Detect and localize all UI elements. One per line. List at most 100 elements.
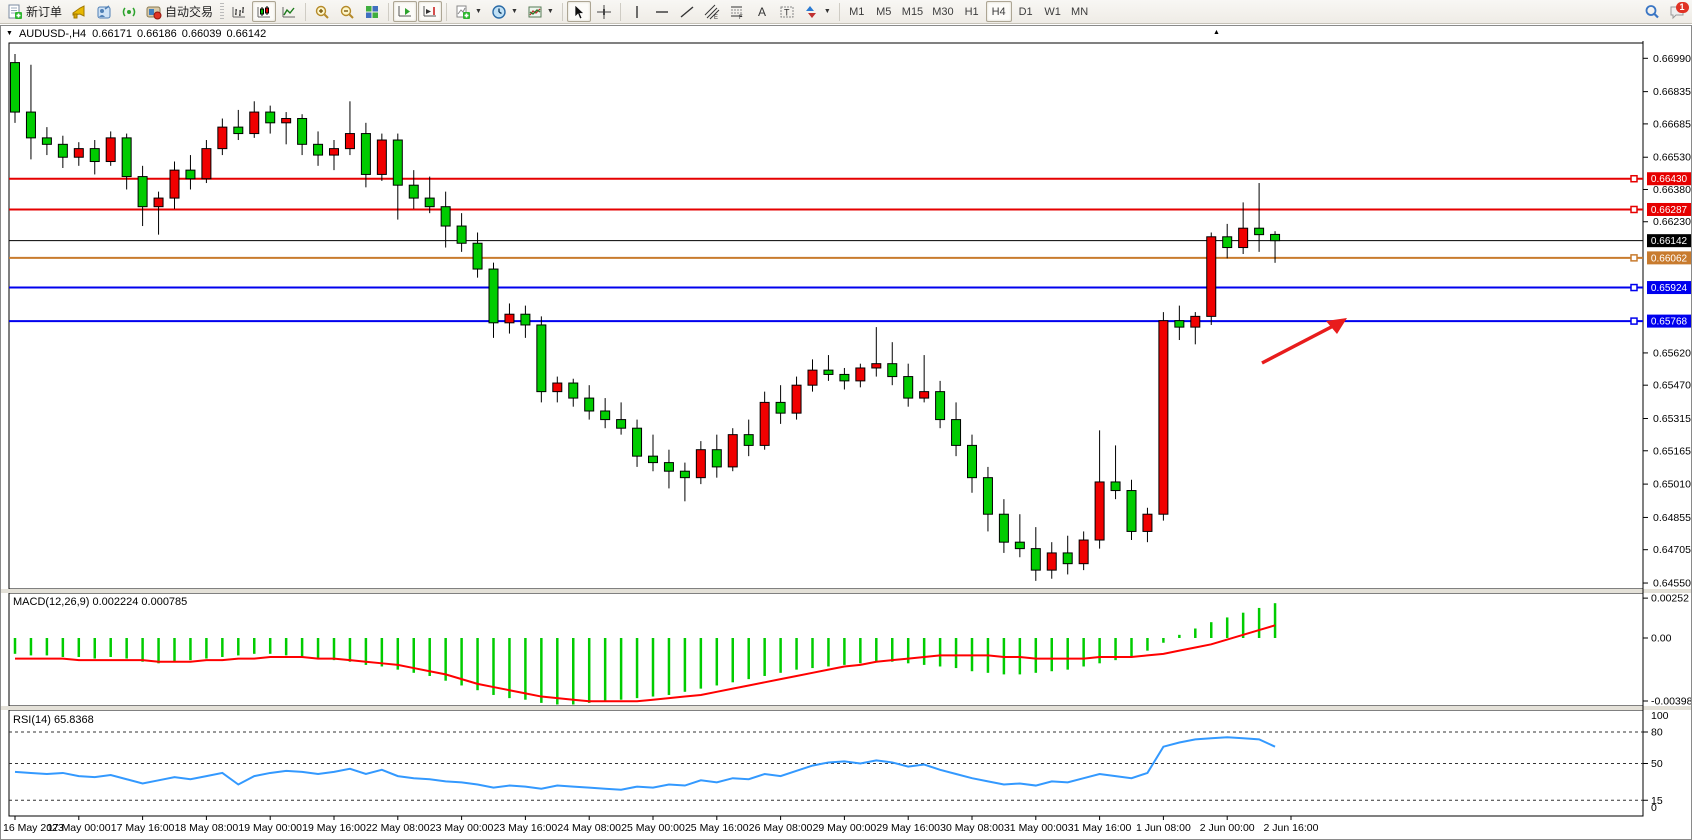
line-endpoint-marker[interactable] <box>1630 174 1638 183</box>
main-panel[interactable] <box>8 42 1644 590</box>
candle-body <box>1046 552 1057 571</box>
cursor-tool-button[interactable] <box>566 1 591 22</box>
line-endpoint-marker[interactable] <box>1630 283 1638 292</box>
chart-canvas[interactable]: 0.66990 0.66835 0.66685 0.66530 0.66380 0.662… <box>1 41 1692 839</box>
chart-window: ▼ AUDUSD-,H4 0.66171 0.66186 0.66039 0.6614… <box>0 25 1692 840</box>
timeframe-h1-button[interactable]: H1 <box>959 1 985 22</box>
zoom-out-button[interactable] <box>335 1 359 22</box>
templates-button[interactable]: ▼ <box>523 1 558 22</box>
timeframe-w1-button[interactable]: W1 <box>1040 1 1066 22</box>
auto-trading-button[interactable]: 自动交易 <box>142 1 217 22</box>
price-tick-label: 0.66990 <box>1653 53 1691 65</box>
panel-splitter[interactable] <box>1 589 1691 593</box>
candle-body <box>648 455 658 464</box>
megaphone-button[interactable] <box>67 1 91 22</box>
toolbar-separator <box>619 2 621 21</box>
chevron-down-icon: ▼ <box>510 8 518 15</box>
price-tick-label: 0.66230 <box>1653 216 1691 228</box>
templates-icon <box>528 6 542 17</box>
autotrade-icon <box>146 6 162 19</box>
timeframe-label: M30 <box>932 5 954 18</box>
new-order-icon <box>8 4 22 19</box>
candle-body <box>695 449 706 479</box>
market-profile-button[interactable] <box>92 1 116 22</box>
close-value: 0.66142 <box>226 27 267 40</box>
panel-splitter[interactable] <box>1 706 1691 710</box>
date-tick-label: 29 May 00:00 <box>813 822 877 834</box>
timeframe-m15-button[interactable]: M15 <box>898 1 927 22</box>
indicators-button[interactable]: ▼ <box>451 1 486 22</box>
timeframe-d1-button[interactable]: D1 <box>1013 1 1039 22</box>
chat-button[interactable]: 1 <box>1665 1 1689 22</box>
trend-arrow[interactable] <box>1261 318 1347 365</box>
rsi-line <box>14 736 1276 791</box>
signal-icon <box>122 7 136 16</box>
trendline-tool-button[interactable] <box>675 1 699 22</box>
chart-symbol-title: AUDUSD-,H4 <box>18 27 87 40</box>
candle-body <box>424 197 435 208</box>
chart-shift-icon <box>423 5 437 16</box>
date-tick-label: 1 Jun 08:00 <box>1136 822 1191 834</box>
megaphone-icon <box>72 4 85 18</box>
timeframe-m1-button[interactable]: M1 <box>844 1 870 22</box>
arrows-icon <box>805 5 816 18</box>
text-label-icon: T <box>780 6 794 17</box>
price-line-label: 0.66142 <box>1651 236 1688 247</box>
open-value: 0.66171 <box>92 27 132 40</box>
text-tool-button[interactable]: A <box>750 1 774 22</box>
bar-chart-button[interactable] <box>227 1 251 22</box>
crosshair-tool-button[interactable] <box>592 1 616 22</box>
candle-body <box>903 376 914 399</box>
chevron-down-icon: ▼ <box>475 8 482 15</box>
horizontal-line-tool-button[interactable] <box>650 1 674 22</box>
candle-body <box>1270 233 1281 242</box>
fibonacci-tool-button[interactable]: F <box>725 1 749 22</box>
zoom-in-button[interactable] <box>310 1 334 22</box>
new-order-button[interactable]: 新订单 <box>3 1 66 22</box>
timeframe-m5-button[interactable]: M5 <box>871 1 897 22</box>
line-endpoint-marker[interactable] <box>1630 317 1638 325</box>
date-tick-label: 18 May 08:00 <box>175 822 239 834</box>
line-chart-button[interactable] <box>277 1 301 22</box>
candle-body <box>823 369 834 375</box>
candlestick-chart-button[interactable] <box>252 1 277 22</box>
candle-body <box>1190 315 1201 328</box>
symbol-dropdown-icon[interactable]: ▼ <box>6 30 13 37</box>
ohlc-readout: 0.66171 0.66186 0.66039 0.66142 <box>92 28 271 40</box>
chart-title-bar: ▼ AUDUSD-,H4 0.66171 0.66186 0.66039 0.6614… <box>1 26 1691 41</box>
vertical-line-tool-button[interactable] <box>625 1 649 22</box>
periods-button[interactable]: ▼ <box>487 1 522 22</box>
timeframe-mn-button[interactable]: MN <box>1067 1 1093 22</box>
text-label-tool-button[interactable]: T <box>775 1 799 22</box>
candle-body <box>839 373 850 382</box>
rsi-tick-label: 0 <box>1651 802 1657 814</box>
signal-button[interactable] <box>117 1 141 22</box>
candle-body <box>536 324 547 393</box>
macd-panel[interactable] <box>8 592 1644 707</box>
candle-body <box>1094 481 1105 541</box>
rsi-indicator-label: RSI(14) 65.8368 <box>13 714 94 726</box>
scroll-end-marker-icon[interactable]: ▲ <box>1213 29 1220 36</box>
candle-body <box>998 513 1009 543</box>
channel-tool-button[interactable]: E <box>700 1 724 22</box>
timeframe-label: M1 <box>849 5 865 18</box>
line-endpoint-marker[interactable] <box>1630 205 1638 214</box>
candle-body <box>10 62 20 113</box>
tile-windows-button[interactable] <box>360 1 384 22</box>
timeframe-h4-button[interactable]: H4 <box>985 1 1012 22</box>
line-endpoint-marker[interactable] <box>1630 254 1638 262</box>
candle-body <box>632 427 643 457</box>
chart-shift-button[interactable] <box>418 1 443 22</box>
auto-scroll-button[interactable] <box>393 1 418 22</box>
cursor-icon <box>574 3 585 19</box>
candles[interactable] <box>10 53 1281 581</box>
auto-trading-label: 自动交易 <box>165 5 214 19</box>
price-tick-label: 0.65470 <box>1653 380 1691 392</box>
candle-body <box>584 397 595 412</box>
svg-text:T: T <box>784 7 790 17</box>
candle-body <box>1222 236 1233 249</box>
candle-body <box>504 313 515 324</box>
search-button[interactable] <box>1640 1 1664 22</box>
arrows-tool-button[interactable]: ▼ <box>800 1 835 22</box>
timeframe-m30-button[interactable]: M30 <box>928 1 957 22</box>
